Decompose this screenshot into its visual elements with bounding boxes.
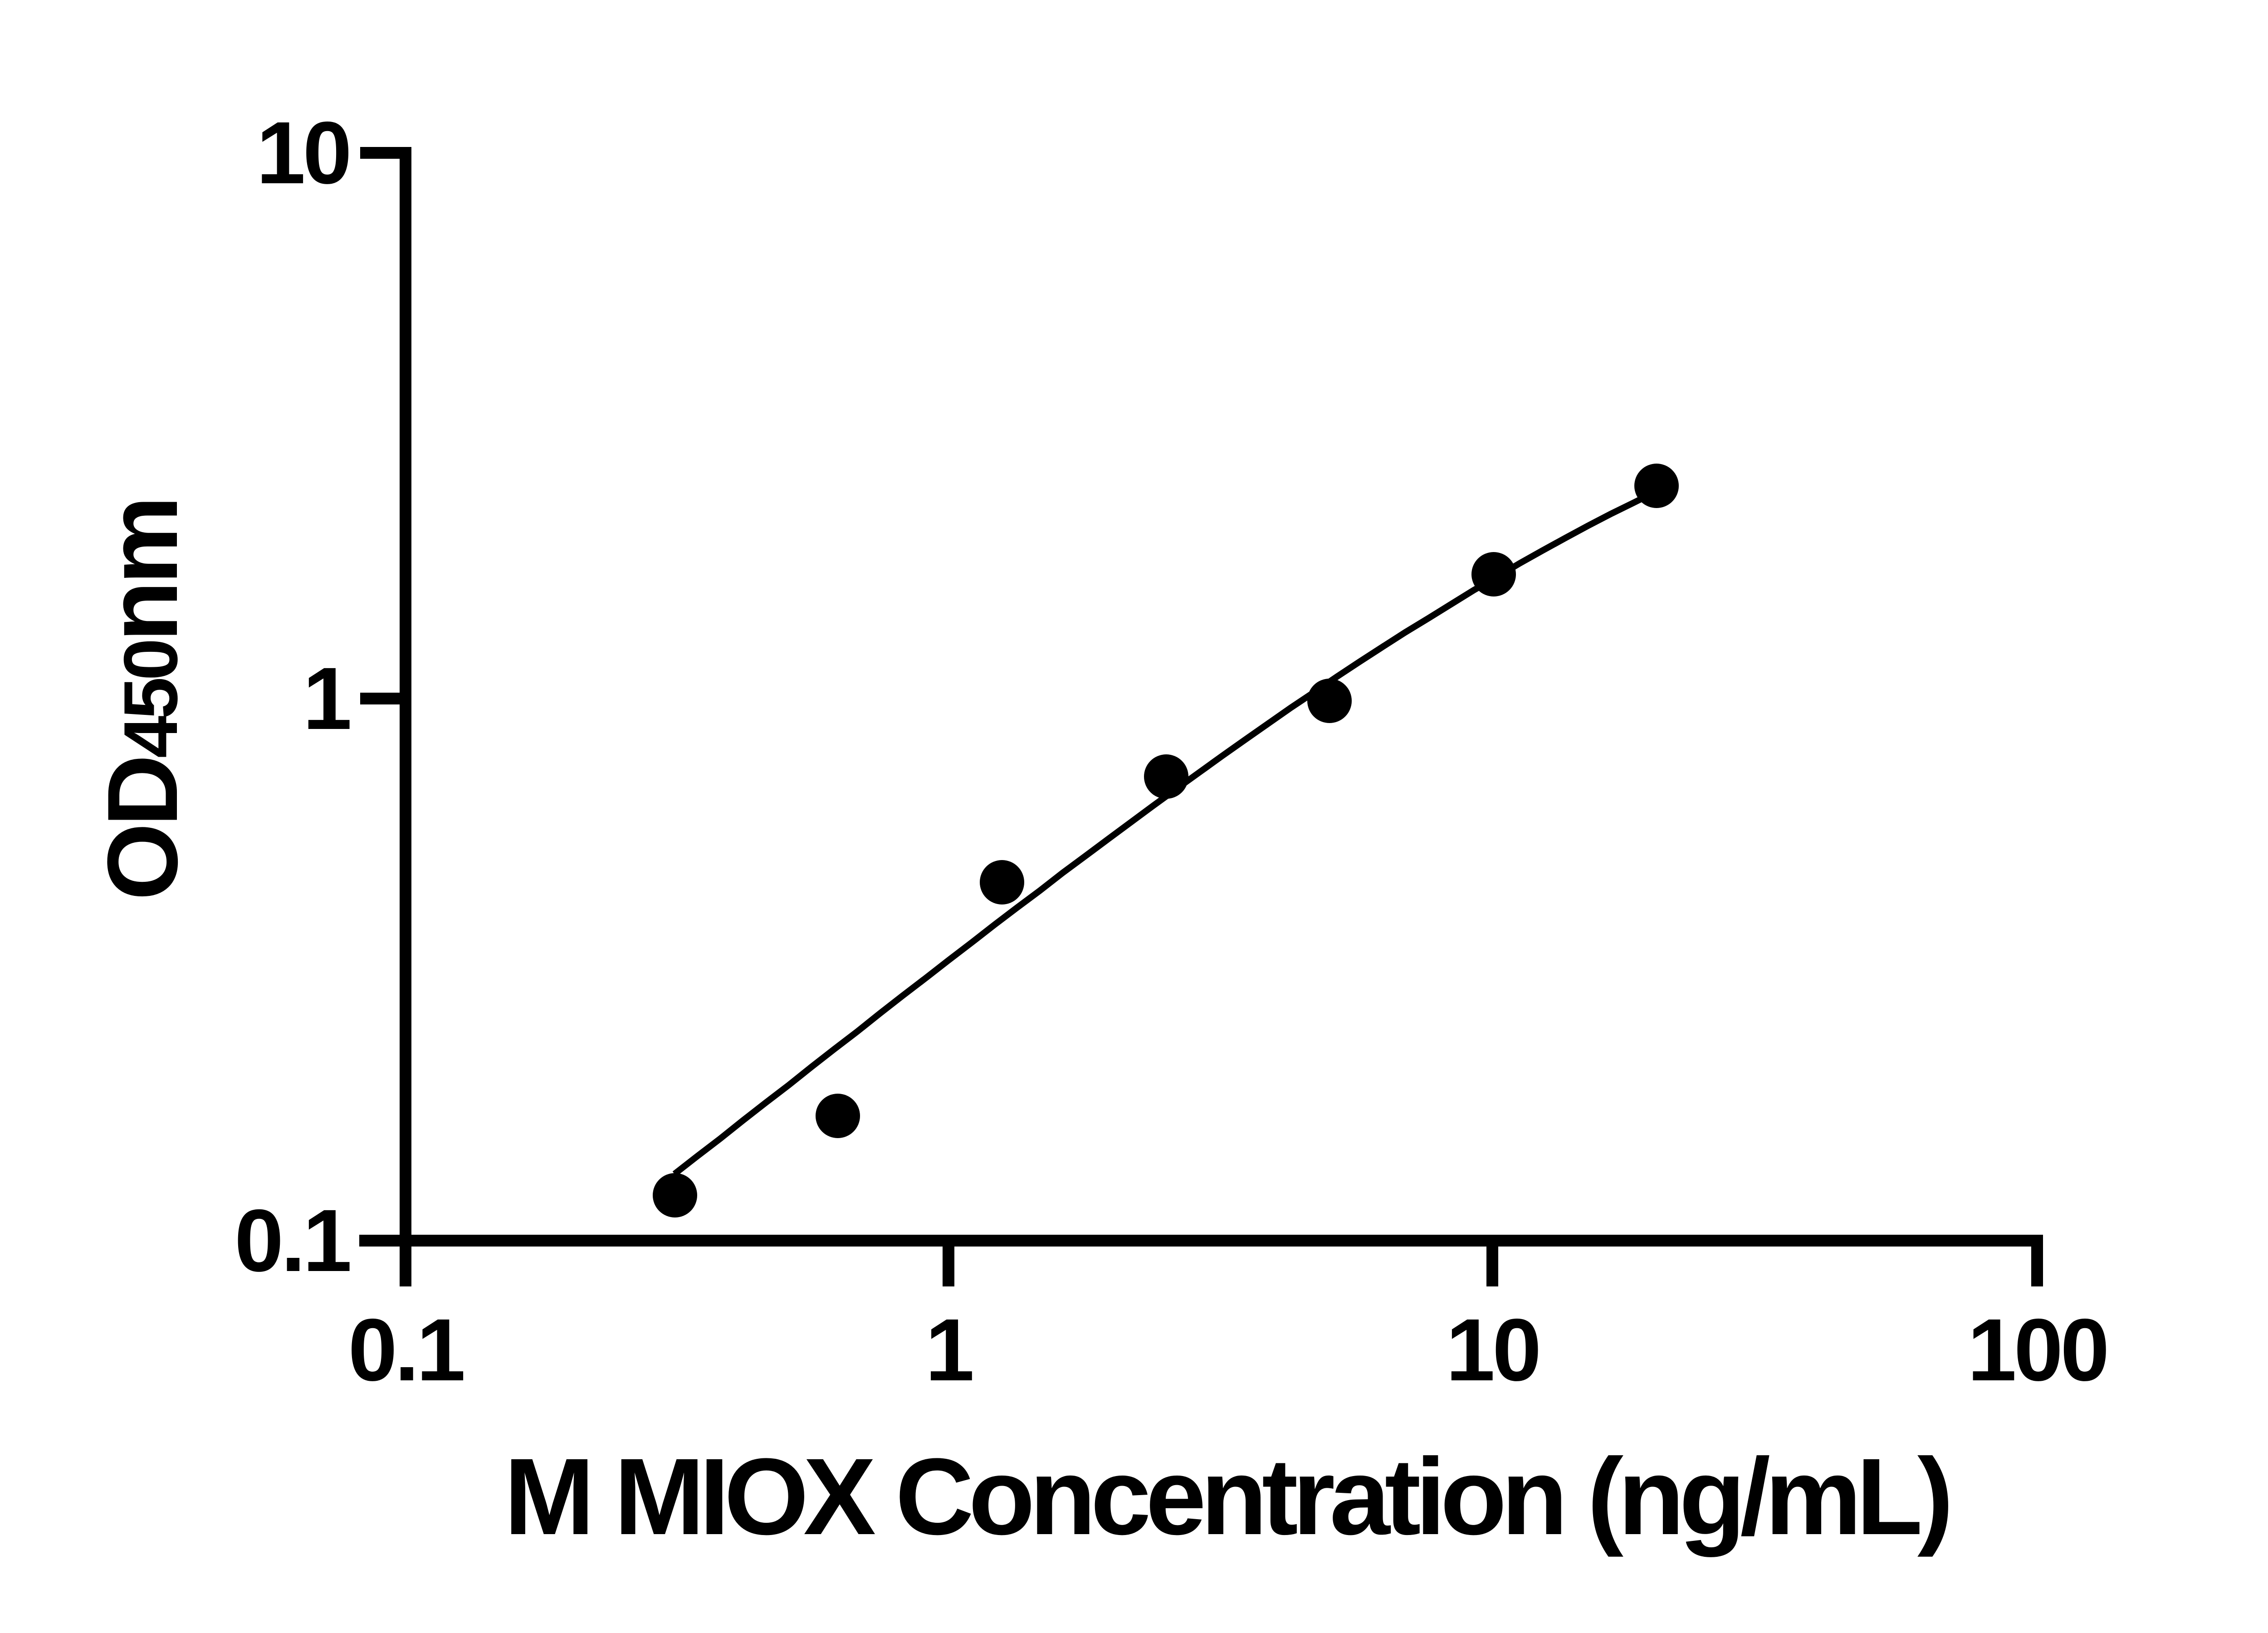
svg-text:100: 100 <box>1967 1301 2107 1399</box>
svg-text:1: 1 <box>303 649 350 748</box>
svg-text:10: 10 <box>1446 1301 1539 1399</box>
svg-text:0.1: 0.1 <box>235 1191 350 1290</box>
svg-text:10: 10 <box>256 103 349 202</box>
svg-text:1: 1 <box>925 1301 973 1399</box>
svg-text:M MIOX Concentration (ng/mL): M MIOX Concentration (ng/mL) <box>504 1436 1948 1557</box>
svg-text:0.1: 0.1 <box>348 1301 464 1399</box>
svg-text:OD450nm: OD450nm <box>87 499 198 900</box>
